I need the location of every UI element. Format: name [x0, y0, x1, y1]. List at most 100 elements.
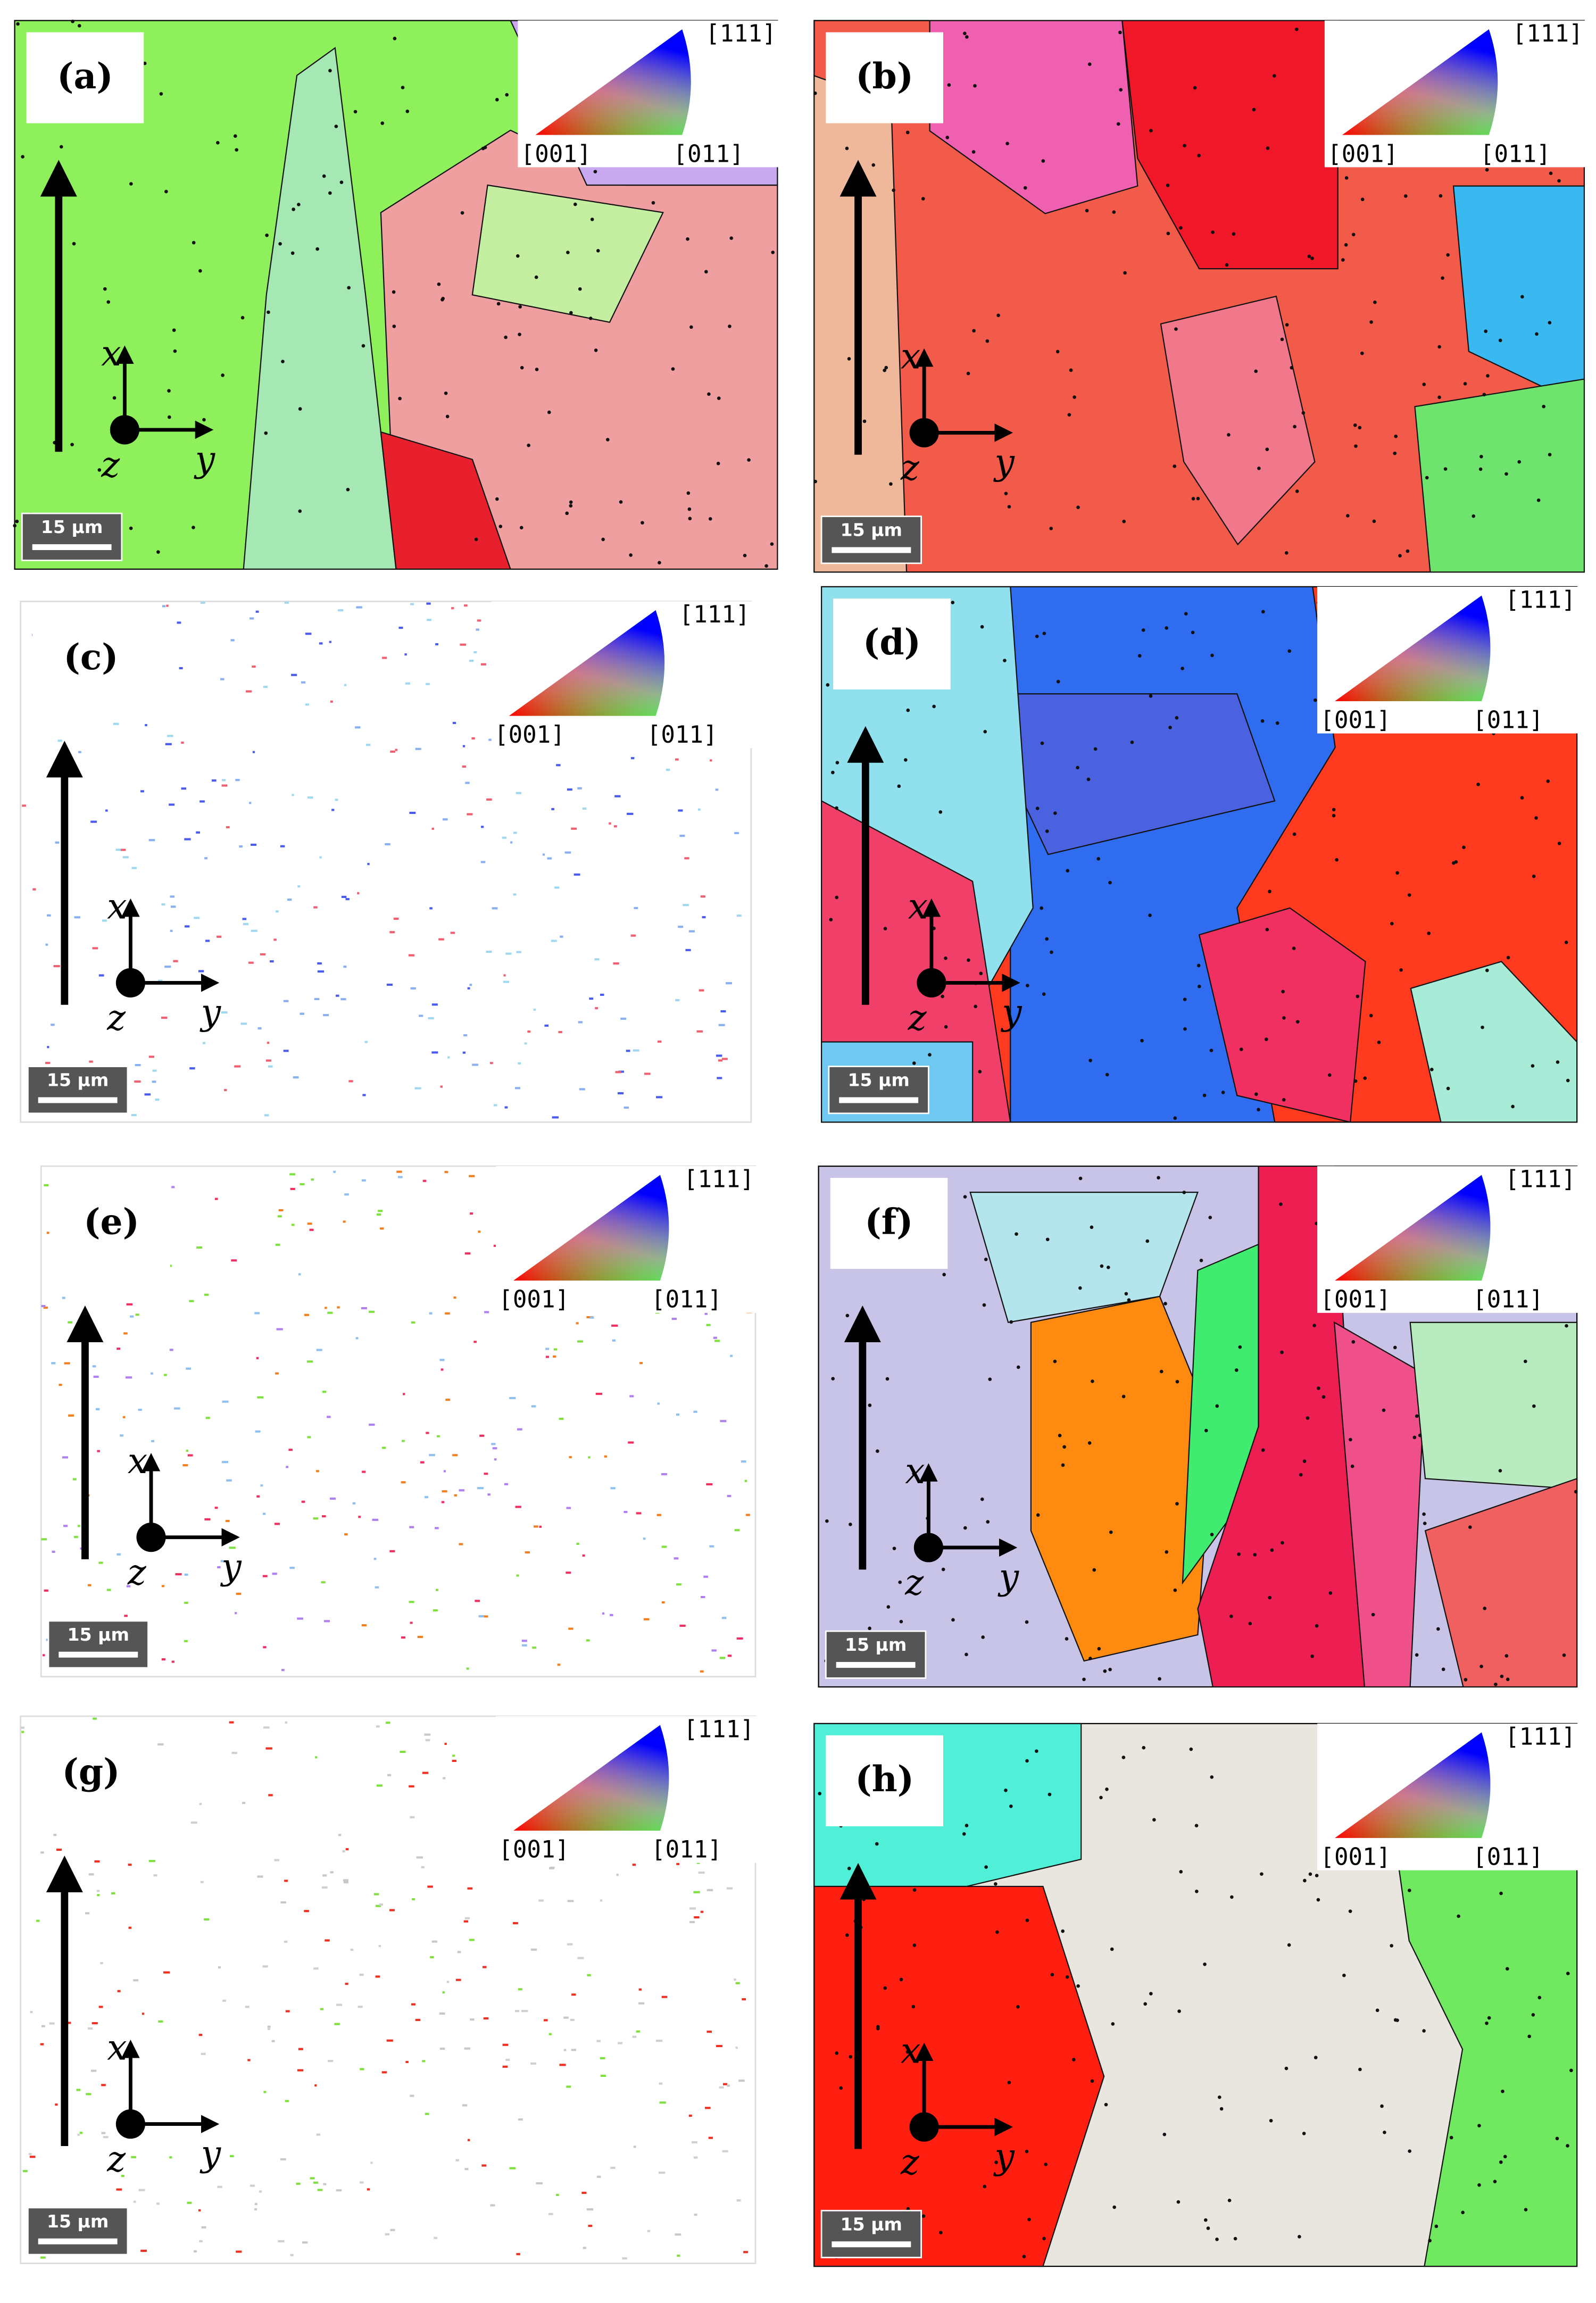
- grain-dot: [222, 1400, 229, 1403]
- grain-dot: [988, 1377, 992, 1381]
- grain-dot: [516, 1574, 519, 1577]
- grain-dot: [594, 348, 598, 352]
- grain-dot: [358, 2006, 363, 2008]
- grain-dot: [1524, 1359, 1527, 1363]
- grain-dot: [569, 504, 573, 508]
- grain-dot: [184, 925, 190, 928]
- grain-dot: [889, 482, 893, 486]
- grain-dot: [588, 1456, 591, 1459]
- axis-label: x: [107, 2027, 127, 2068]
- grain-dot: [187, 2201, 192, 2204]
- grain-dot: [1069, 368, 1073, 372]
- grain-dot: [578, 1021, 583, 1024]
- grain-dot: [1452, 861, 1456, 865]
- grain-dot: [1092, 1568, 1096, 1572]
- grain-dot: [556, 764, 561, 767]
- grain-dot: [362, 1094, 366, 1096]
- grain-dot: [1574, 1490, 1578, 1494]
- grain-dot: [64, 1362, 70, 1365]
- grain-dot: [1484, 329, 1488, 334]
- grain-dot: [868, 1626, 871, 1631]
- ipf-label: [011]: [1473, 707, 1543, 734]
- scale-bar-label: 15 μm: [841, 2214, 902, 2234]
- grain-dot: [1238, 1345, 1242, 1349]
- grain-dot: [1007, 505, 1011, 509]
- grain-dot: [186, 1449, 188, 1452]
- grain-dot: [717, 396, 721, 400]
- grain-dot: [292, 794, 294, 796]
- grain-dot: [671, 1317, 677, 1320]
- grain-dot: [639, 1362, 643, 1365]
- grain-dot: [1517, 460, 1521, 464]
- grain-dot: [425, 1496, 429, 1499]
- grain-dot: [408, 954, 414, 957]
- grain-dot: [706, 2031, 712, 2033]
- grain-dot: [322, 1391, 327, 1393]
- grain-dot: [344, 1533, 348, 1536]
- grain-dot: [246, 690, 252, 693]
- axis-label: z: [904, 1562, 924, 1603]
- grain-dot: [198, 2209, 201, 2211]
- grain-dot: [1500, 1674, 1504, 1678]
- grain-dot: [1198, 984, 1201, 988]
- grain-dot: [1061, 1929, 1065, 1933]
- grain-dot: [339, 180, 344, 184]
- grain-dot: [287, 899, 292, 901]
- grain-dot: [144, 1093, 151, 1096]
- grain-dot: [886, 1605, 891, 1609]
- grain-dot: [356, 606, 362, 609]
- grain-dot: [1279, 1202, 1283, 1206]
- grain-dot: [170, 929, 173, 932]
- grain-dot: [502, 2043, 509, 2046]
- grain-dot: [175, 1573, 182, 1576]
- grain-dot: [885, 1377, 890, 1381]
- grain-dot: [1175, 716, 1179, 720]
- grain-dot: [1110, 1947, 1114, 1951]
- grain-dot: [242, 918, 247, 920]
- grain-dot: [338, 1834, 342, 1836]
- grain-dot: [643, 1537, 646, 1540]
- grain: [1424, 1477, 1578, 1688]
- grain-dot: [97, 1894, 100, 1897]
- grain-dot: [281, 360, 285, 363]
- grain-dot: [396, 1170, 402, 1173]
- grain-dot: [86, 2093, 92, 2096]
- grain-dot: [372, 1518, 379, 1521]
- grain-dot: [563, 2049, 567, 2051]
- grain-dot: [912, 1888, 917, 1892]
- grain-dot: [429, 1312, 433, 1315]
- axis-label: y: [993, 442, 1015, 483]
- grain-dot: [720, 1010, 726, 1013]
- grain-dot: [1327, 1073, 1332, 1077]
- grain-dot: [189, 1067, 195, 1070]
- grain-dot: [515, 1087, 521, 1090]
- ipf-label: [111]: [1505, 1723, 1576, 1750]
- grain-dot: [897, 784, 901, 788]
- grain-dot: [309, 1228, 314, 1231]
- grain-dot: [1177, 2009, 1181, 2013]
- grain-dot: [16, 22, 20, 26]
- grain-dot: [1557, 842, 1561, 845]
- ipf-label: [011]: [651, 1836, 722, 1864]
- grain-dot: [262, 1965, 268, 1968]
- grain-dot: [835, 761, 839, 764]
- grain-dot: [530, 1948, 537, 1951]
- grain-dot: [1287, 649, 1292, 653]
- grain-dot: [875, 1842, 879, 1846]
- grain-dot: [1061, 1463, 1065, 1467]
- grain-dot: [1351, 1340, 1356, 1344]
- grain-dot: [222, 1999, 226, 2002]
- grain-dot: [327, 1311, 333, 1314]
- grain-dot: [1282, 1016, 1286, 1020]
- grain-dot: [1369, 1013, 1373, 1018]
- grain-dot: [1203, 2218, 1208, 2222]
- grain-dot: [469, 1175, 475, 1177]
- grain-dot: [1199, 1259, 1203, 1262]
- grain-dot: [98, 974, 104, 977]
- grain-dot: [101, 2084, 106, 2086]
- grain-dot: [717, 1077, 722, 1079]
- grain-dot: [229, 1721, 234, 1724]
- grain-dot: [439, 1359, 445, 1361]
- grain-dot: [305, 633, 312, 635]
- grain-dot: [57, 739, 62, 742]
